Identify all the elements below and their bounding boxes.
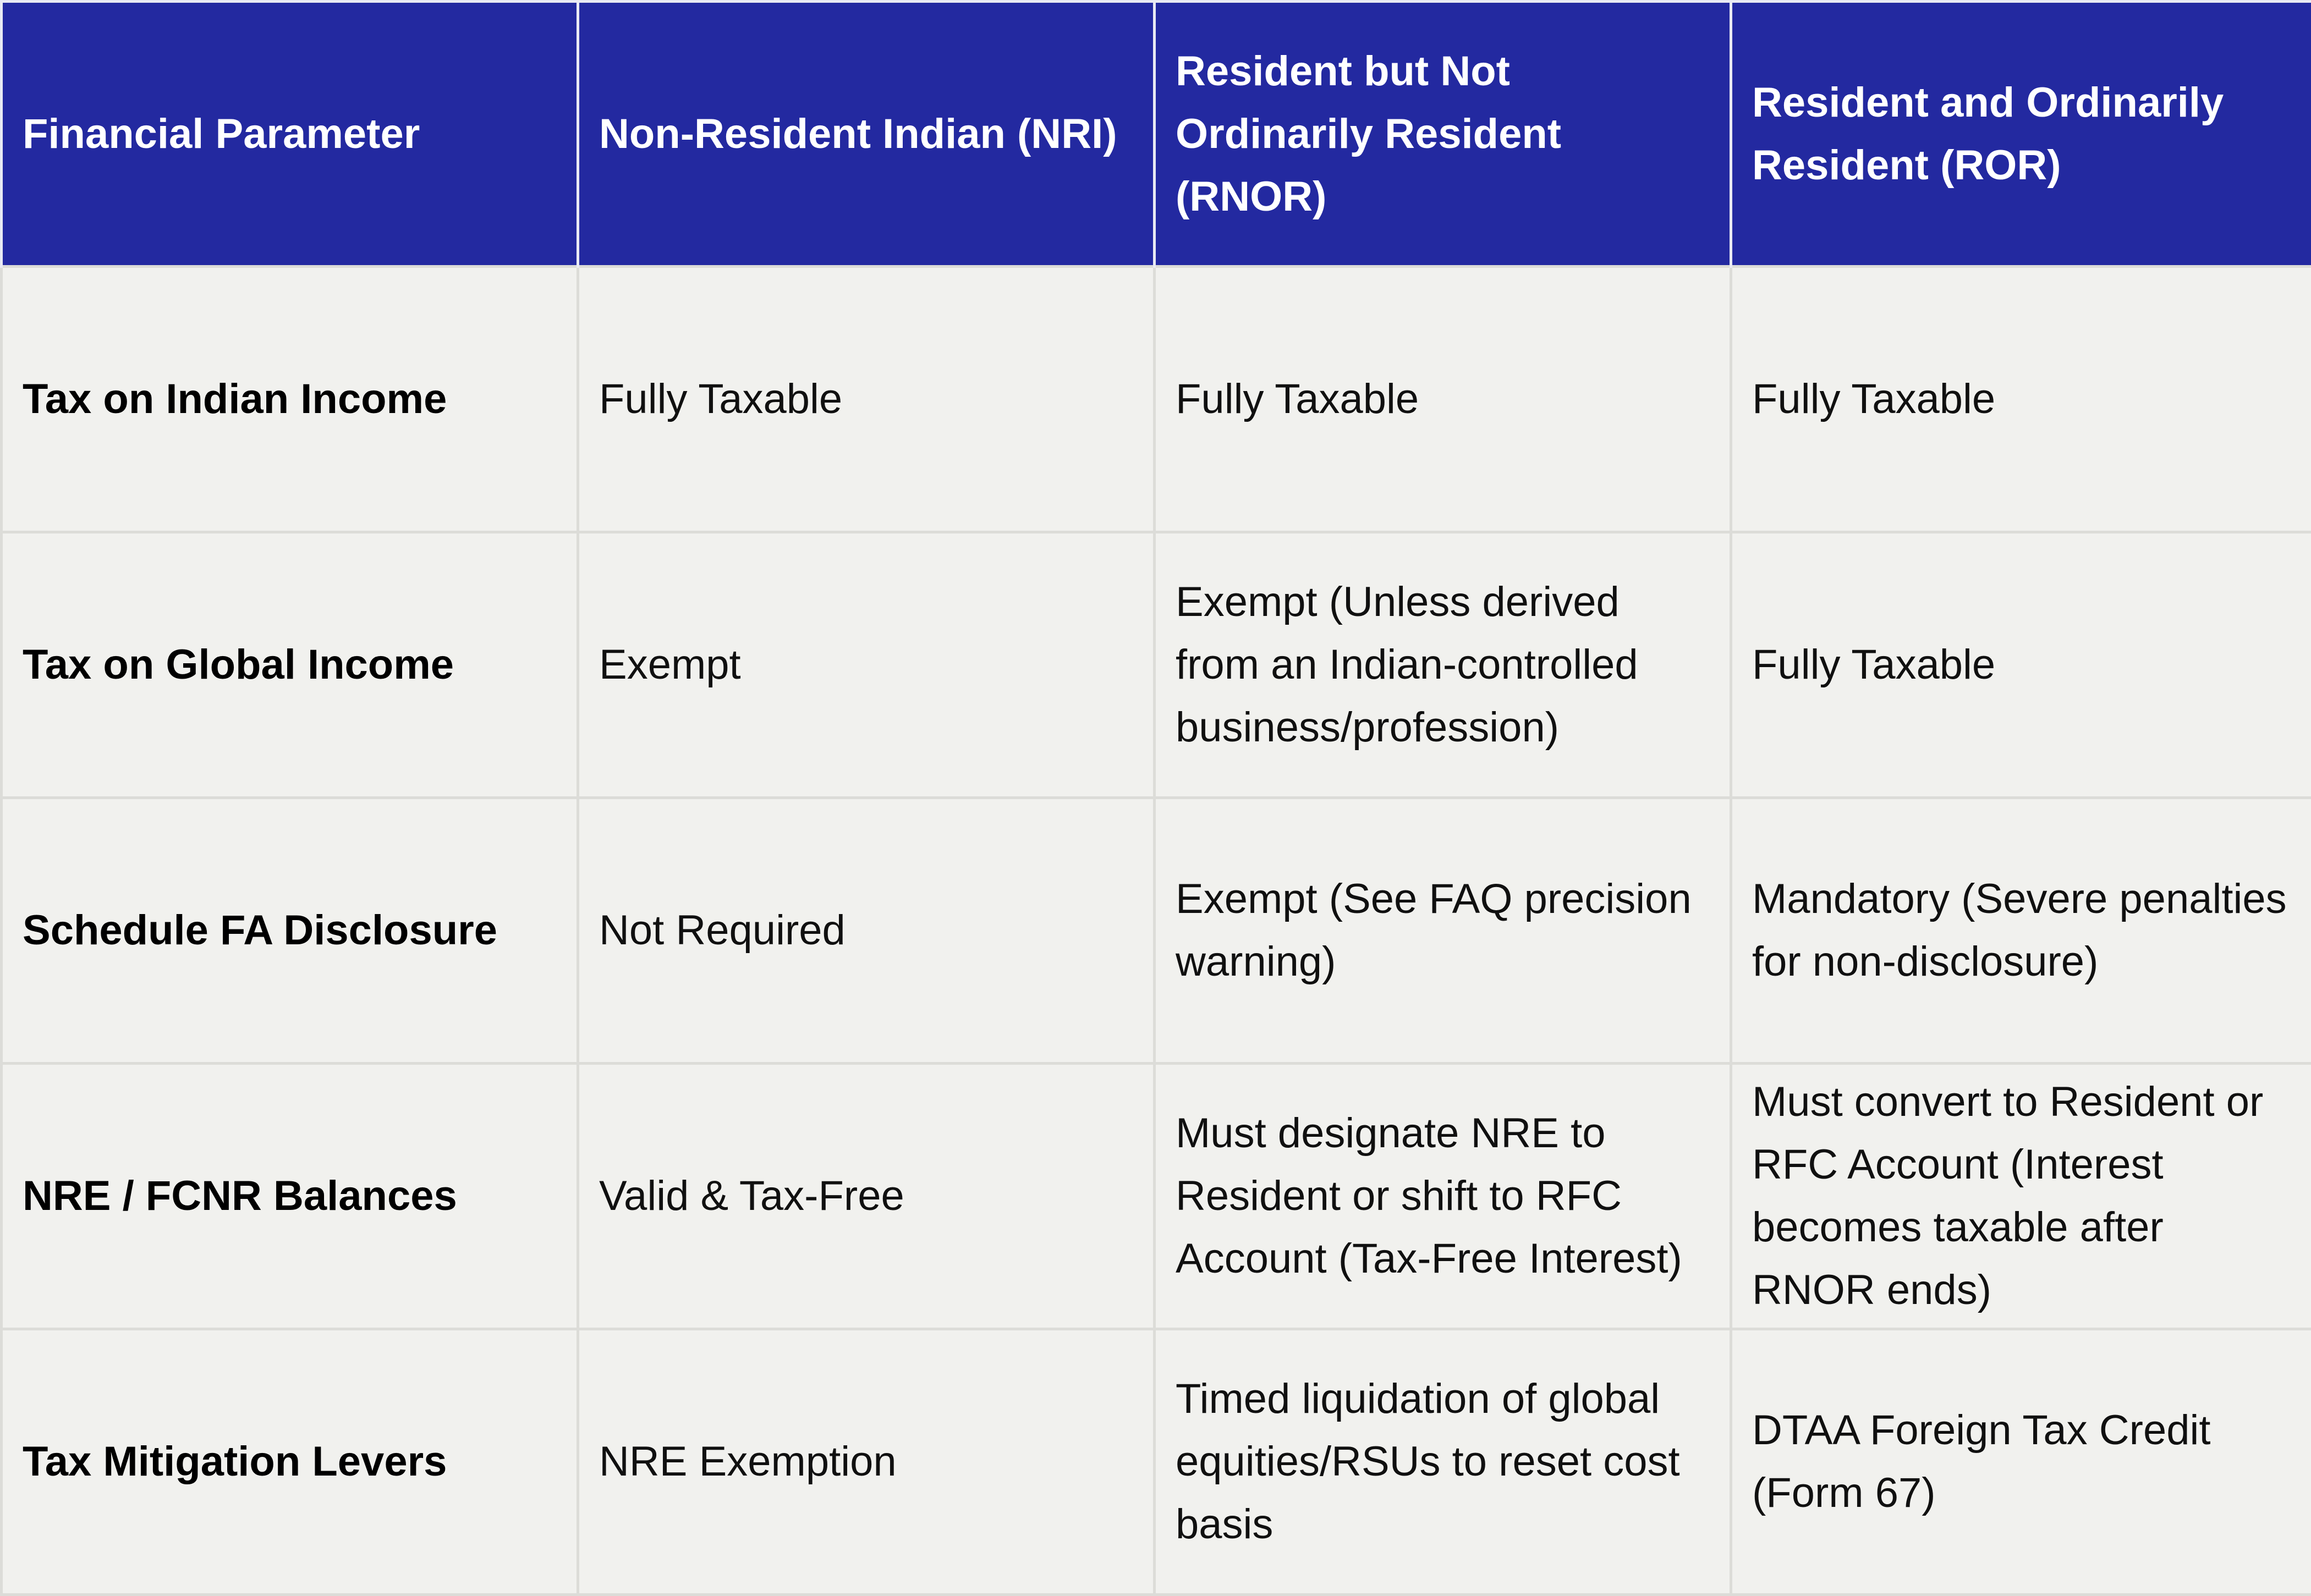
table-cell: Exempt xyxy=(578,532,1155,798)
row-label: Tax on Indian Income xyxy=(2,267,578,532)
table-cell: Exempt (Unless derived from an Indian-co… xyxy=(1155,532,1731,798)
row-label: Tax on Global Income xyxy=(2,532,578,798)
table-cell: Must convert to Resident or RFC Account … xyxy=(1731,1064,2311,1329)
column-header-rnor: Resident but Not Ordinarily Resident (RN… xyxy=(1155,2,1731,267)
table-cell: Timed liquidation of global equities/RSU… xyxy=(1155,1329,1731,1595)
table-row: Tax Mitigation Levers NRE Exemption Time… xyxy=(2,1329,2311,1595)
column-header-financial-parameter: Financial Parameter xyxy=(2,2,578,267)
column-header-nri: Non-Resident Indian (NRI) xyxy=(578,2,1155,267)
column-header-ror: Resident and Ordinarily Resident (ROR) xyxy=(1731,2,2311,267)
row-label: Tax Mitigation Levers xyxy=(2,1329,578,1595)
table-cell: Fully Taxable xyxy=(578,267,1155,532)
table-cell: Must designate NRE to Resident or shift … xyxy=(1155,1064,1731,1329)
table-cell: Fully Taxable xyxy=(1731,532,2311,798)
row-label: NRE / FCNR Balances xyxy=(2,1064,578,1329)
table-row: NRE / FCNR Balances Valid & Tax-Free Mus… xyxy=(2,1064,2311,1329)
table-body: Tax on Indian Income Fully Taxable Fully… xyxy=(2,267,2311,1595)
header-row: Financial Parameter Non-Resident Indian … xyxy=(2,2,2311,267)
table-cell: Mandatory (Severe penalties for non-disc… xyxy=(1731,798,2311,1064)
table-header: Financial Parameter Non-Resident Indian … xyxy=(2,2,2311,267)
table-row: Schedule FA Disclosure Not Required Exem… xyxy=(2,798,2311,1064)
row-label: Schedule FA Disclosure xyxy=(2,798,578,1064)
table-cell: Fully Taxable xyxy=(1731,267,2311,532)
table-row: Tax on Indian Income Fully Taxable Fully… xyxy=(2,267,2311,532)
table-cell: Not Required xyxy=(578,798,1155,1064)
table-row: Tax on Global Income Exempt Exempt (Unle… xyxy=(2,532,2311,798)
table-cell: NRE Exemption xyxy=(578,1329,1155,1595)
table-cell: Valid & Tax-Free xyxy=(578,1064,1155,1329)
table-cell: Fully Taxable xyxy=(1155,267,1731,532)
table-cell: DTAA Foreign Tax Credit (Form 67) xyxy=(1731,1329,2311,1595)
table-cell: Exempt (See FAQ precision warning) xyxy=(1155,798,1731,1064)
